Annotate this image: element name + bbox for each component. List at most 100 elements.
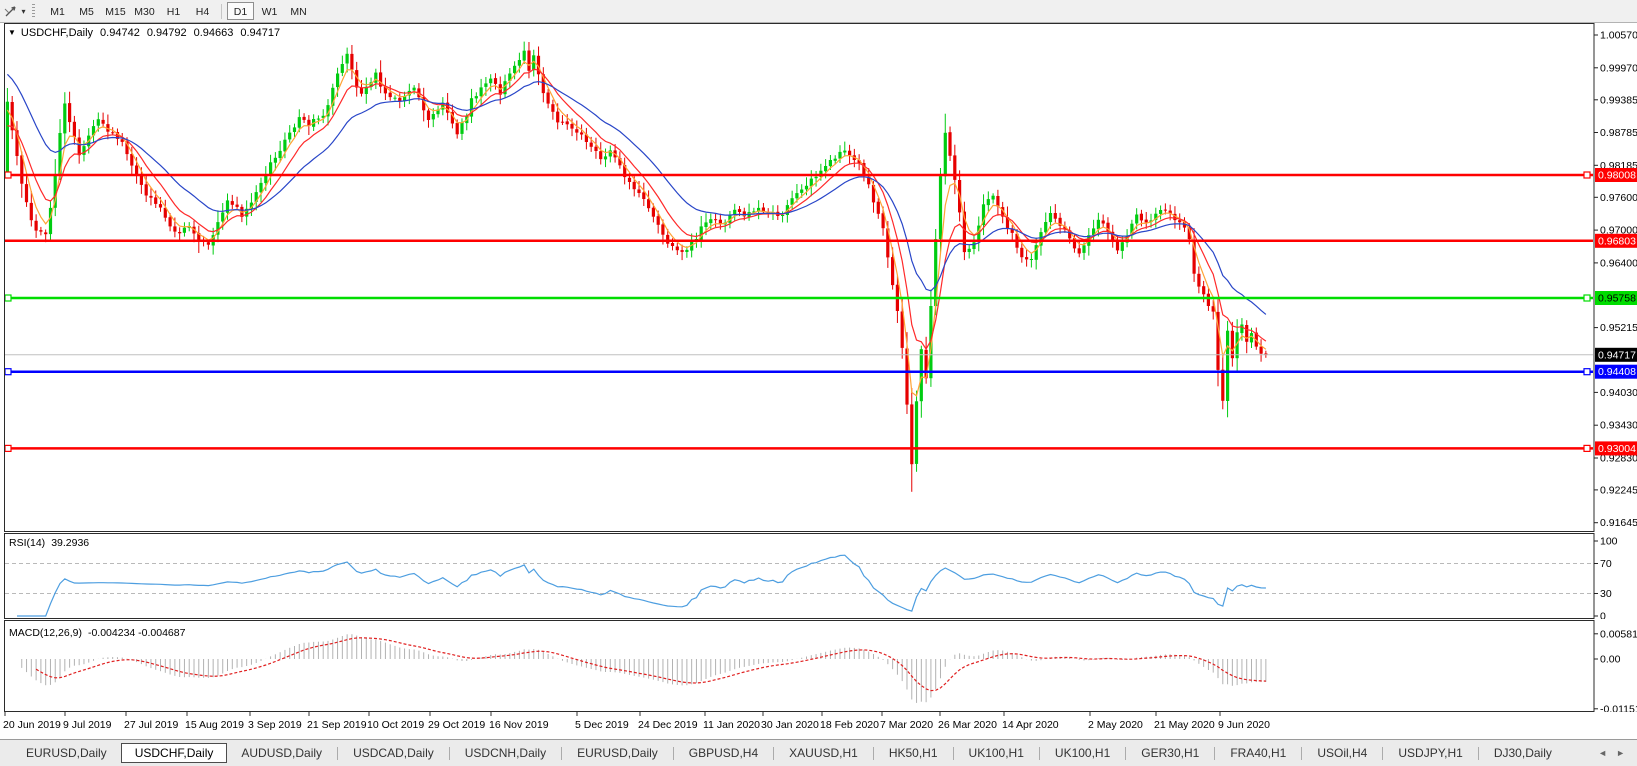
timeframe-button-m30[interactable]: M30 <box>134 6 155 18</box>
tab-scroll-left-icon[interactable]: ◄ <box>1598 748 1608 758</box>
toolbar-grip <box>32 4 35 18</box>
tab-usoil-h4[interactable]: USOil,H4 <box>1317 746 1368 760</box>
tab-fra40-h1[interactable]: FRA40,H1 <box>1230 746 1287 760</box>
rsi-axis[interactable]: 100 70 30 0 <box>1594 536 1618 620</box>
timeframe-button-w1[interactable]: W1 <box>261 6 278 18</box>
timeframe-button-d1[interactable]: D1 <box>227 2 254 20</box>
tab-gbpusd-h4[interactable]: GBPUSD,H4 <box>688 746 759 760</box>
tab-separator <box>872 746 874 760</box>
price-tick-label: 0.96400 <box>1600 257 1637 269</box>
dropdown-caret-icon[interactable]: ▾ <box>21 6 26 16</box>
tab-scroll-right-icon[interactable]: ► <box>1616 748 1625 758</box>
tab-dj30-daily[interactable]: DJ30,Daily <box>1493 746 1552 760</box>
ohlc-high: 0.94792 <box>146 27 187 39</box>
tab-separator <box>1477 746 1479 760</box>
price-badge-0.96803: 0.96803 <box>1595 233 1637 248</box>
price-axis[interactable]: 1.005700.999700.993850.987850.981850.976… <box>1594 30 1637 530</box>
rsi-line <box>17 554 1266 617</box>
rsi-tick-label: 30 <box>1600 588 1612 600</box>
time-axis-labels[interactable]: 20 Jun 2019 9 Jul 2019 27 Jul 2019 15 Aug 2… <box>3 712 1270 731</box>
tab-separator <box>561 746 563 760</box>
macd-tick-label: -0.011514 <box>1600 703 1637 712</box>
macd-axis[interactable]: 0.005818 0.00 -0.011514 <box>1594 628 1637 712</box>
price-badge-0.95758: 0.95758 <box>1595 291 1637 305</box>
date-label: 9 Jul 2019 <box>63 719 112 731</box>
date-label: 14 Apr 2020 <box>1002 719 1059 731</box>
chart-tab-bar: EURUSD,Daily USDCHF,Daily AUDUSD,Daily USDC… <box>0 739 1637 766</box>
macd-pane-border <box>4 620 1595 712</box>
symbol-title: USDCHF,Daily <box>20 27 94 39</box>
date-label: 11 Jan 2020 <box>703 719 760 731</box>
tab-eurusd-daily[interactable]: EURUSD,Daily <box>577 746 658 760</box>
main-chart-pane[interactable]: 1.005700.999700.993850.987850.981850.976… <box>0 23 1637 532</box>
timeframe-button-m15[interactable]: M15 <box>105 6 126 18</box>
rsi-indicator-label: RSI(14) 39.2936 <box>9 537 89 549</box>
tab-eurusd-daily[interactable]: EURUSD,Daily <box>26 746 107 760</box>
hline-0.98008[interactable] <box>4 171 1593 179</box>
tab-separator <box>1301 746 1303 760</box>
tab-audusd-daily[interactable]: AUDUSD,Daily <box>241 746 323 760</box>
rsi-pane[interactable]: 100 70 30 0 <box>0 533 1637 619</box>
rsi-tick-label: 100 <box>1600 536 1618 548</box>
date-label: 30 Jan 2020 <box>761 719 819 731</box>
price-tick-label: 0.99385 <box>1600 94 1637 106</box>
rsi-tick-label: 0 <box>1600 611 1606 620</box>
price-tick-label: 0.92830 <box>1600 453 1637 465</box>
date-label: 26 Mar 2020 <box>938 719 997 731</box>
date-label: 24 Dec 2019 <box>638 719 698 731</box>
date-label: 3 Sep 2019 <box>248 719 302 731</box>
macd-pane[interactable]: 0.005818 0.00 -0.011514 <box>0 620 1637 712</box>
date-label: 9 Jun 2020 <box>1218 719 1270 731</box>
toolbar: ▾ M1 M5 M15 M30 H1 H4 D1 W1 MN <box>0 0 1637 23</box>
date-label: 2 May 2020 <box>1088 719 1143 731</box>
date-label: 20 Jun 2019 <box>3 719 61 731</box>
tab-usdcad-daily[interactable]: USDCAD,Daily <box>353 746 434 760</box>
hline-0.94408[interactable] <box>4 368 1593 376</box>
svg-text:0.94408: 0.94408 <box>1598 366 1636 378</box>
timeframe-button-m5[interactable]: M5 <box>79 6 94 18</box>
symbol-expander-icon[interactable]: ▼ <box>8 28 16 37</box>
tab-separator <box>952 746 954 760</box>
price-tick-label: 1.00570 <box>1600 30 1637 42</box>
tab-separator <box>1125 746 1127 760</box>
tab-hk50-h1[interactable]: HK50,H1 <box>888 746 938 760</box>
tab-separator <box>672 746 674 760</box>
macd-values: -0.004234 -0.004687 <box>87 627 186 639</box>
date-label: 16 Nov 2019 <box>489 719 549 731</box>
price-tick-label: 0.93430 <box>1600 420 1637 432</box>
hline-0.95758[interactable] <box>4 294 1593 302</box>
date-label: 21 May 2020 <box>1154 719 1215 731</box>
rsi-name: RSI(14) <box>9 537 46 549</box>
tab-uk100-h1[interactable]: UK100,H1 <box>968 746 1024 760</box>
tab-separator <box>1038 746 1040 760</box>
date-label: 18 Feb 2020 <box>820 719 879 731</box>
main-pane-border <box>4 23 1595 532</box>
hline-0.93004[interactable] <box>4 444 1593 452</box>
tab-usdjpy-h1[interactable]: USDJPY,H1 <box>1398 746 1463 760</box>
price-tick-label: 0.92245 <box>1600 484 1637 496</box>
macd-signal-line <box>35 637 1266 692</box>
date-label: 10 Oct 2019 <box>367 719 424 731</box>
chart-header: ▼ USDCHF,Daily 0.94742 0.94792 0.94663 0.9471… <box>8 27 280 39</box>
tab-usdcnh-daily[interactable]: USDCNH,Daily <box>464 746 547 760</box>
timeframe-button-h4[interactable]: H4 <box>195 6 210 18</box>
tab-usdchf-daily[interactable]: USDCHF,Daily <box>120 743 228 763</box>
tab-xauusd-h1[interactable]: XAUUSD,H1 <box>789 746 858 760</box>
ma-line-9 <box>7 68 1267 351</box>
time-axis[interactable]: 20 Jun 2019 9 Jul 2019 27 Jul 2019 15 Aug 2… <box>0 712 1637 739</box>
candles-layer <box>5 41 1268 492</box>
ma-line-4 <box>6 60 1267 397</box>
date-label: 7 Mar 2020 <box>880 719 933 731</box>
timeframe-button-h1[interactable]: H1 <box>166 6 181 18</box>
date-label: 21 Sep 2019 <box>307 719 367 731</box>
timeframe-button-m1[interactable]: M1 <box>50 6 65 18</box>
price-tick-label: 0.97600 <box>1600 192 1637 204</box>
tab-ger30-h1[interactable]: GER30,H1 <box>1141 746 1200 760</box>
pointer-crosshair-icon <box>5 6 17 17</box>
cursor-tool-button[interactable]: ▾ <box>0 2 30 21</box>
tab-separator <box>1214 746 1216 760</box>
tab-uk100-h1[interactable]: UK100,H1 <box>1054 746 1111 760</box>
ohlc-close: 0.94717 <box>240 27 281 39</box>
timeframe-button-mn[interactable]: MN <box>290 6 307 18</box>
